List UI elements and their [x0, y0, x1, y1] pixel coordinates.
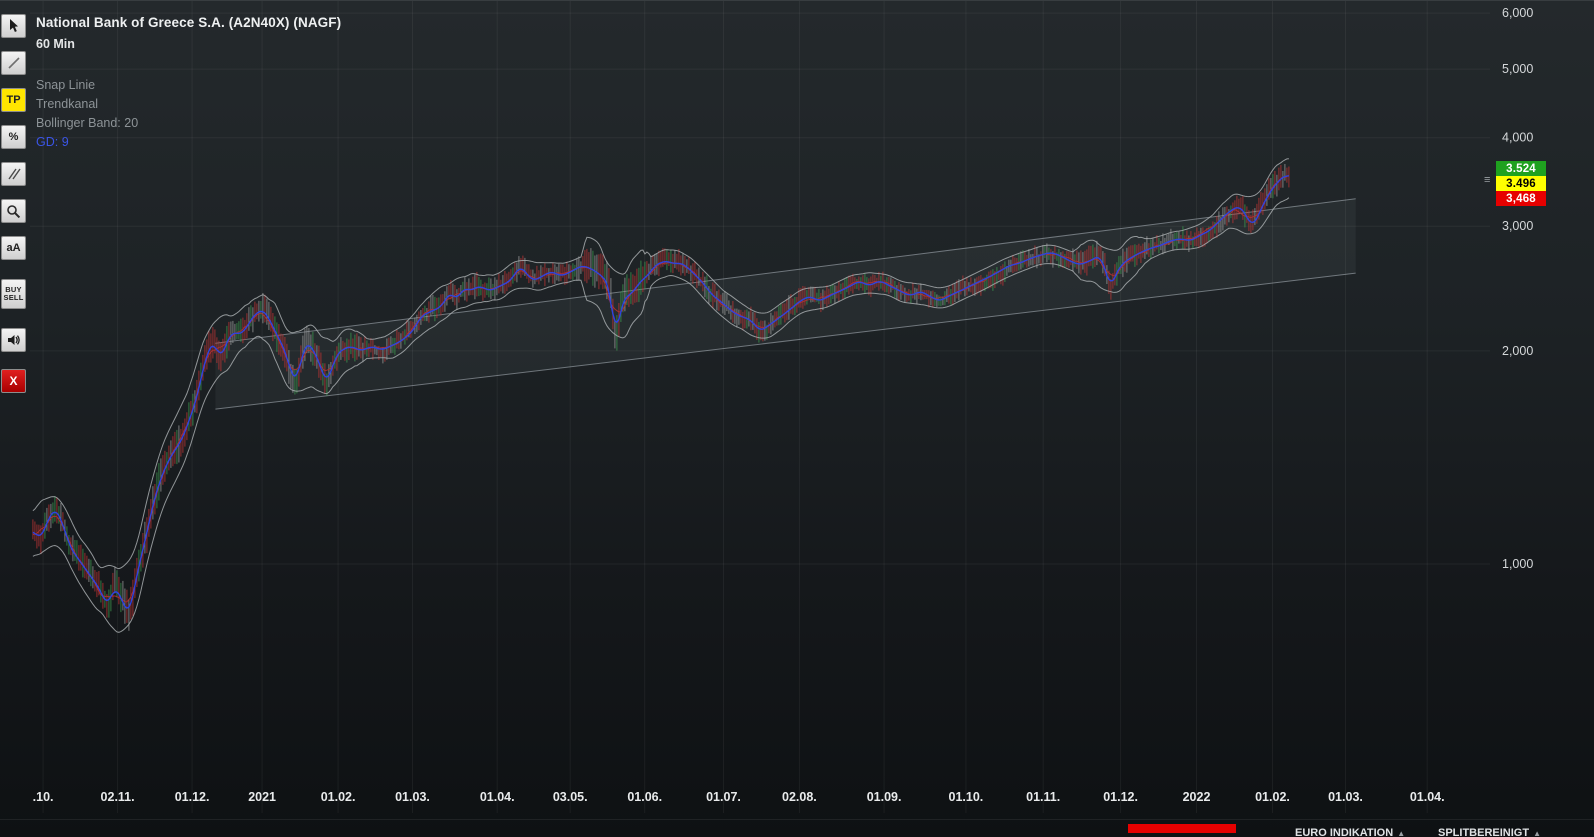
- y-axis-tick-label: 6,000: [1502, 6, 1533, 20]
- splitbereinigt-header[interactable]: SPLITBEREINIGT ▲: [1438, 827, 1541, 837]
- x-axis-tick-label: 03.05.: [553, 790, 588, 804]
- euro-indikation-label: EURO INDIKATION: [1295, 827, 1394, 837]
- x-axis-tick-label: 01.06.: [627, 790, 662, 804]
- trend-channel: [215, 198, 1356, 410]
- bollinger-lower-band: [32, 197, 1290, 633]
- x-axis-tick-label: 02.08.: [782, 790, 817, 804]
- price-line-handle-icon[interactable]: ≡: [1484, 174, 1491, 186]
- magnifier-icon: [7, 204, 21, 218]
- trendline-tool-button[interactable]: [1, 51, 26, 75]
- red-indicator-bar: [1128, 824, 1236, 833]
- x-axis-tick-label: 01.03.: [1328, 790, 1363, 804]
- x-axis-tick-label: 01.02.: [321, 790, 356, 804]
- y-axis-tick-label: 2,000: [1502, 344, 1533, 358]
- sell-label: SELL: [3, 293, 24, 302]
- last-price-badge: 3.496: [1496, 176, 1546, 191]
- buy-label: BUY: [5, 285, 22, 294]
- cursor-tool-button[interactable]: [1, 14, 26, 38]
- speaker-icon: [8, 335, 20, 345]
- x-axis-tick-label: 2021: [248, 790, 276, 804]
- parallel-channel-tool-button[interactable]: [1, 162, 26, 186]
- tp-tool-button[interactable]: TP: [1, 88, 26, 112]
- y-axis-tick-label: 4,000: [1502, 131, 1533, 145]
- x-axis-tick-label: 01.03.: [395, 790, 430, 804]
- sort-arrow-icon: ▲: [1397, 829, 1406, 837]
- x-axis-tick-label: 01.09.: [867, 790, 902, 804]
- y-axis-tick-label: 1,000: [1502, 557, 1533, 571]
- x-axis-tick-label: 01.07.: [706, 790, 741, 804]
- ask-price-badge: 3.524: [1496, 161, 1546, 176]
- percent-tool-button[interactable]: %: [1, 125, 26, 149]
- splitbereinigt-label: SPLITBEREINIGT: [1438, 827, 1530, 837]
- bollinger-upper-band: [32, 158, 1289, 570]
- x-axis-tick-label: 01.04.: [480, 790, 515, 804]
- x-axis-tick-label: 01.10.: [949, 790, 984, 804]
- trend-channel-upper-line: [215, 198, 1356, 344]
- bottom-panel: EURO INDIKATION ▲ SPLITBEREINIGT ▲: [0, 819, 1594, 837]
- sound-button[interactable]: [1, 328, 26, 352]
- x-axis-tick-label: 01.04.: [1410, 790, 1445, 804]
- zoom-tool-button[interactable]: [1, 199, 26, 223]
- euro-indikation-header[interactable]: EURO INDIKATION ▲: [1295, 827, 1405, 837]
- trend-channel-lower-line: [215, 272, 1356, 410]
- x-axis-tick-label: .10.: [33, 790, 54, 804]
- y-axis-tick-label: 3,000: [1502, 219, 1533, 233]
- buy-sell-button[interactable]: BUY SELL: [1, 279, 26, 309]
- close-chart-button[interactable]: X: [1, 369, 26, 393]
- cursor-icon: [9, 19, 18, 32]
- x-axis-tick-label: 2022: [1183, 790, 1211, 804]
- gd-line-blue: [32, 175, 1290, 609]
- x-axis-tick-label: 01.11.: [1026, 790, 1060, 804]
- x-axis-tick-label: 01.12.: [175, 790, 210, 804]
- trendline-icon: [7, 57, 20, 69]
- price-badges: 3.524 3.496 3,468: [1496, 161, 1546, 206]
- parallel-lines-icon: [7, 168, 21, 180]
- x-axis-tick-label: 01.02.: [1255, 790, 1290, 804]
- drawing-toolbar: TP % aA BUY SELL X: [1, 14, 29, 406]
- y-axis-tick-label: 5,000: [1502, 62, 1533, 76]
- x-axis-tick-label: 02.11.: [101, 790, 135, 804]
- bid-price-badge: 3,468: [1496, 191, 1546, 206]
- sort-arrow-icon: ▲: [1533, 829, 1541, 837]
- x-axis-tick-label: 01.12.: [1103, 790, 1138, 804]
- text-size-button[interactable]: aA: [1, 236, 26, 260]
